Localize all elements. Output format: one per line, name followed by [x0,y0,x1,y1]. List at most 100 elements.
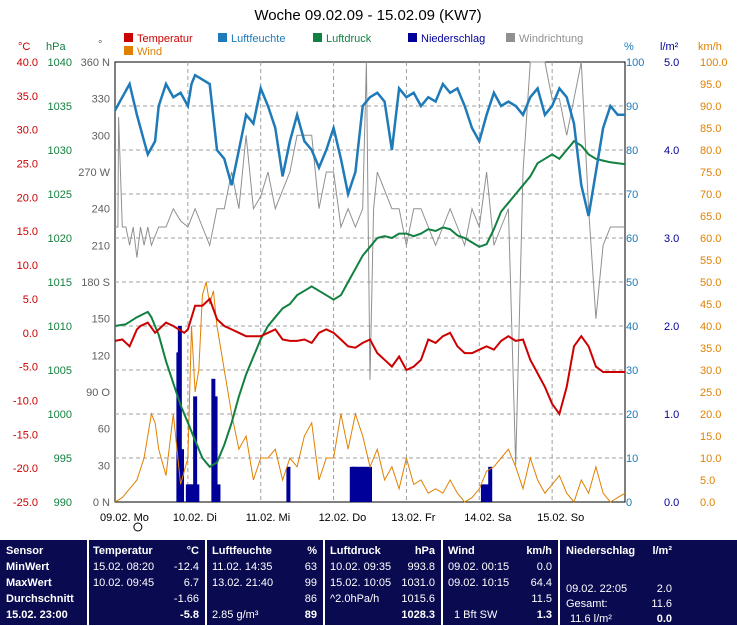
x-tick-label: 09.02. Mo [100,512,149,524]
rain-bar [349,466,354,502]
rain-bar [354,466,359,502]
tick-label: 210 [92,240,110,252]
scroll-marker [133,522,143,532]
pressure-unit-label: hPa [46,41,66,53]
wind-axis-ticks: 100.0 95.0 90.0 85.0 80.0 75.0 70.0 65.0 60.0 55.… [700,57,728,509]
temp-axis-ticks: 40.0 35.0 30.0 25.0 20.0 15.0 10.0 5.0 0.0 -5.0 -1… [13,57,38,509]
tick-label: 60 [626,233,638,245]
tick-label: 4.0 [664,145,679,157]
legend-swatch [313,33,322,42]
tick-label: 0 [626,497,632,509]
wind-header: Wind [448,545,475,557]
tick-label: 30 [98,460,110,472]
sensor-header: Sensor [6,545,44,557]
tick-label: 80.0 [700,145,721,157]
tick-label: 1040 [48,57,72,69]
tick-label: 300 [92,130,110,142]
rain-unit: l/m² [652,545,672,557]
tick-label: 15.0 [17,226,38,238]
tick-label: 30.0 [700,365,721,377]
rain-current-value: 0.0 [656,613,672,625]
statistics-panel: Sensor MinWert MaxWert Durchschnitt 15.0… [0,540,737,625]
tick-label: 95.0 [700,79,721,91]
tick-label: 55.0 [700,255,721,267]
tick-label: 150 [92,314,110,326]
tick-label: 65.0 [700,211,721,223]
tick-label: 5.0 [700,475,715,487]
humidity-unit-label: % [624,41,634,53]
rain-bar [360,466,365,502]
divider [205,540,207,625]
wind-avg-value: 11.5 [531,593,552,605]
tick-label: 10.0 [700,453,721,465]
tick-label: 60.0 [700,233,721,245]
temp-unit-label: °C [18,41,30,53]
tick-label: 45.0 [700,299,721,311]
tick-label: -5.0 [19,362,38,374]
legend-swatch [408,33,417,42]
winddirection-series-line [115,61,625,466]
rain-bar [213,396,218,502]
hum-max-time: 13.02. 21:40 [212,577,274,589]
tick-label: 0.0 [23,328,38,340]
pressure-series-line [114,139,626,469]
rain-bar [190,484,195,502]
rain-current-total: 11.6 l/m² [570,613,612,625]
grid [115,62,625,502]
tick-label: 360 N [81,57,110,69]
tick-label: 70.0 [700,189,721,201]
wind-unit-label: km/h [698,41,722,53]
tick-label: 40 [626,321,638,333]
rain-bar [351,466,356,502]
tick-label: 10.0 [17,260,38,272]
wind-max-time: 09.02. 10:15 [448,577,510,589]
tick-label: 40.0 [17,57,38,69]
rain-bar [195,484,200,502]
tick-label: 35.0 [17,91,38,103]
legend-label: Temperatur [137,33,193,45]
temp-min-value: -12.4 [173,561,199,573]
temperature-column: Temperatur °C 15.02. 08:20 -12.4 10.02. 09… [93,544,203,622]
divider [323,540,325,625]
legend-swatch [124,46,133,55]
rain-bar [368,466,372,502]
tick-label: 240 [92,204,110,216]
row-label-avg: Durchschnitt [6,593,74,605]
tick-label: 120 [92,350,110,362]
chart-title: Woche 09.02.09 - 15.02.09 (KW7) [254,7,481,24]
hum-min-value: 63 [304,561,317,573]
tick-label: 5.0 [23,294,38,306]
tick-label: 75.0 [700,167,721,179]
tick-label: 60 [98,424,110,436]
wind-min-time: 09.02. 00:15 [448,561,510,573]
tick-label: 1015 [48,277,72,289]
tick-label: 80 [626,145,638,157]
rain-bar [286,466,291,502]
press-trend: ^2.0hPa/h [330,593,380,605]
x-tick-label: 15.02. So [537,512,584,524]
legend-label: Wind [137,46,162,58]
tick-label: 1025 [48,189,72,201]
rain-bar [357,466,362,502]
rain-bar [211,378,216,502]
wind-min-value: 0.0 [536,561,552,573]
pressure-column: Luftdruck hPa 10.02. 09:35 993.8 15.02. 10… [330,544,439,622]
tick-label: 70 [626,189,638,201]
tick-label: 1010 [48,321,72,333]
temp-min-time: 15.02. 08:20 [93,561,155,573]
rain-bar [483,484,488,502]
press-header: Luftdruck [330,545,381,557]
wind-series-line [114,281,626,504]
tick-label: 50.0 [700,277,721,289]
humidity-column: Luftfeuchte% 11.02. 14:35 63 13.02. 21:40… [212,544,321,622]
tick-label: 40.0 [700,321,721,333]
tick-label: -10.0 [13,395,38,407]
weather-chart: Woche 09.02.09 - 15.02.09 (KW7) Temperatu… [13,7,728,532]
x-tick-label: 13.02. Fr [391,512,435,524]
tick-label: 20 [626,409,638,421]
temp-header: Temperatur [93,545,153,557]
legend-swatch [506,33,515,42]
tick-label: 85.0 [700,123,721,135]
wind-max-value: 64.4 [530,577,552,589]
